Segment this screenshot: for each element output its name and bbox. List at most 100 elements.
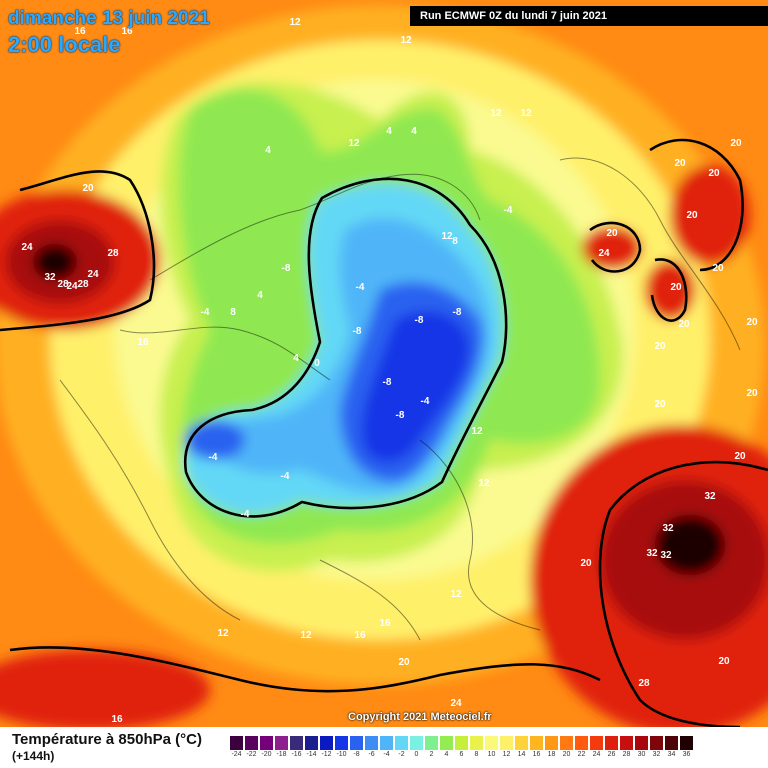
legend-tick: 18	[547, 751, 556, 758]
contour-label: 20	[606, 228, 618, 239]
contour-label: 20	[718, 656, 730, 667]
contour-label: -4	[201, 307, 210, 318]
contour-label: -4	[356, 282, 365, 293]
legend-swatch	[410, 736, 423, 750]
temp-blue-west	[185, 420, 245, 460]
legend-tick: 30	[637, 751, 646, 758]
contour-label: -8	[453, 307, 462, 318]
legend-swatch	[515, 736, 528, 750]
legend-tick: 8	[474, 751, 479, 758]
legend-tick: -24	[231, 751, 242, 758]
contour-label: 20	[730, 138, 742, 149]
contour-label: 16	[137, 337, 149, 348]
legend-tick: 22	[577, 751, 586, 758]
legend-swatch	[365, 736, 378, 750]
legend-tick: -18	[276, 751, 287, 758]
legend-tick: -2	[398, 751, 405, 758]
legend-swatch	[320, 736, 333, 750]
legend-swatch	[470, 736, 483, 750]
legend-tick: 0	[414, 751, 419, 758]
contour-label: 12	[478, 478, 490, 489]
legend-tick: -12	[321, 751, 332, 758]
legend-swatch	[245, 736, 258, 750]
contour-label: 28	[107, 248, 119, 259]
contour-label: 24	[598, 248, 610, 259]
legend-tick: -6	[368, 751, 375, 758]
contour-label: 20	[654, 399, 666, 410]
legend-swatch	[680, 736, 693, 750]
temp-red-ne	[670, 165, 750, 265]
temperature-map: 12 16 16 12 4 4 12 12 12 4 20 20 20 20 20 -4 12 8 20 24 20 24…	[0, 0, 768, 727]
contour-label: 12	[520, 108, 532, 119]
legend-swatch	[590, 736, 603, 750]
contour-label: 4	[386, 126, 392, 137]
contour-label: 32	[662, 523, 674, 534]
contour-label: 32	[44, 272, 56, 283]
contour-label: -8	[415, 315, 424, 326]
contour-label: 16	[121, 26, 133, 37]
legend-swatch	[605, 736, 618, 750]
legend-swatch	[575, 736, 588, 750]
contour-label: 20	[654, 341, 666, 352]
contour-label: 20	[670, 282, 682, 293]
contour-label: -8	[353, 326, 362, 337]
legend-swatch	[665, 736, 678, 750]
contour-label: 28	[77, 279, 89, 290]
contour-label: 20	[674, 158, 686, 169]
contour-label: -8	[396, 410, 405, 421]
legend-tick: 14	[517, 751, 526, 758]
contour-label: 12	[289, 17, 301, 28]
forecast-time: 2:00 locale	[8, 32, 121, 57]
run-info: Run ECMWF 0Z du lundi 7 juin 2021	[410, 6, 768, 26]
contour-label: 20	[580, 558, 592, 569]
legend-tick: 28	[622, 751, 631, 758]
legend-swatch	[530, 736, 543, 750]
contour-label: -8	[383, 377, 392, 388]
legend-tick: -10	[336, 751, 347, 758]
legend-tick: -20	[261, 751, 272, 758]
contour-label: 32	[704, 491, 716, 502]
legend-swatch	[500, 736, 513, 750]
contour-label: 20	[678, 319, 690, 330]
forecast-date: dimanche 13 juin 2021	[8, 8, 210, 29]
contour-label: 20	[82, 183, 94, 194]
legend-swatch	[635, 736, 648, 750]
coastlines	[59, 157, 741, 641]
contour-label: 4	[265, 145, 271, 156]
contour-label: 28	[638, 678, 650, 689]
contour-label: 32	[660, 550, 672, 561]
contour-label: 20	[712, 263, 724, 274]
legend-tick: 36	[682, 751, 691, 758]
legend-tick: 12	[502, 751, 511, 758]
copyright: Copyright 2021 Meteociel.fr	[348, 711, 492, 723]
legend-tick: -4	[383, 751, 390, 758]
legend-tick: 24	[592, 751, 601, 758]
contour-label: -4	[504, 205, 513, 216]
legend-swatch	[335, 736, 348, 750]
contour-label: 12	[217, 628, 229, 639]
contour-label: -4	[241, 509, 250, 520]
legend-tick: 32	[652, 751, 661, 758]
temp-darkblue-region	[361, 310, 470, 463]
temp-black-east	[655, 515, 725, 575]
temp-red-n	[582, 226, 642, 270]
contour-label: 20	[746, 388, 758, 399]
isotherms	[0, 138, 768, 727]
legend-tick: -8	[353, 751, 360, 758]
contour-label: 32	[646, 548, 658, 559]
contour-label: 24	[450, 698, 462, 709]
contour-label: 12	[348, 138, 360, 149]
contour-label: 12	[450, 589, 462, 600]
contour-label: 4	[411, 126, 417, 137]
legend-swatch	[380, 736, 393, 750]
legend-swatch	[455, 736, 468, 750]
contour-label: 4	[293, 353, 299, 364]
legend-swatch	[350, 736, 363, 750]
contour-label: 16	[379, 618, 391, 629]
contour-label: 12	[471, 426, 483, 437]
contour-label: 8	[230, 307, 236, 318]
legend-tick: -14	[306, 751, 317, 758]
legend-swatch	[425, 736, 438, 750]
contour-label: 28	[57, 279, 69, 290]
contour-label: -4	[281, 471, 290, 482]
